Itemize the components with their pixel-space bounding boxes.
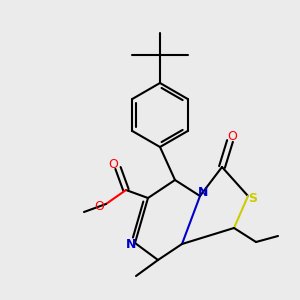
Text: O: O bbox=[94, 200, 104, 212]
Text: O: O bbox=[108, 158, 118, 170]
Text: N: N bbox=[198, 187, 208, 200]
Text: S: S bbox=[248, 191, 257, 205]
Text: O: O bbox=[227, 130, 237, 143]
Text: N: N bbox=[126, 238, 136, 250]
